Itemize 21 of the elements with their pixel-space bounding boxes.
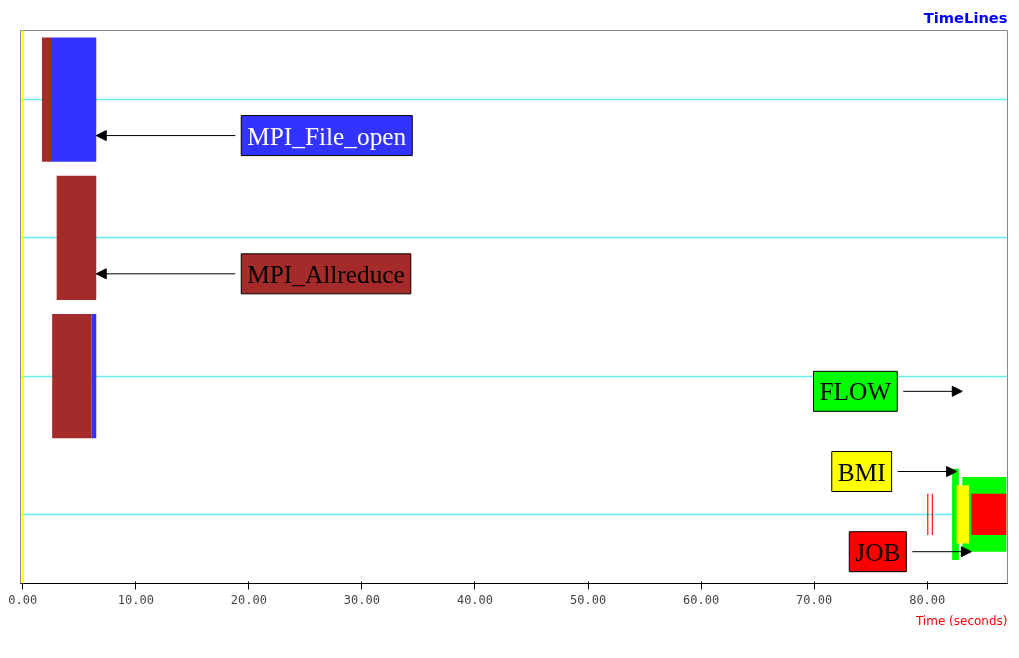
bar — [971, 493, 1007, 536]
x-tick-label: 80.00 — [909, 592, 946, 607]
x-tick-label: 20.00 — [230, 592, 267, 607]
text: MPI_File_open — [247, 121, 407, 150]
x-tick-label: 0.00 — [8, 592, 38, 607]
bar — [51, 37, 97, 162]
x-axis-title: Time (seconds) — [914, 613, 1008, 628]
text: FLOW — [819, 377, 892, 406]
x-tick-label: 50.00 — [569, 592, 607, 607]
text: BMI — [837, 457, 886, 486]
x-tick-label: 30.00 — [343, 592, 380, 607]
bar — [52, 313, 92, 439]
x-tick-label: 40.00 — [456, 592, 494, 607]
x-tick-label: 70.00 — [796, 592, 833, 607]
text: JOB — [855, 537, 901, 566]
bar — [41, 37, 52, 162]
x-tick-label: 10.00 — [117, 592, 154, 607]
x-tick-label: 60.00 — [683, 592, 720, 607]
bar — [56, 175, 97, 301]
chart-title: TimeLines — [923, 8, 1008, 26]
text: MPI_Allreduce — [247, 259, 405, 288]
